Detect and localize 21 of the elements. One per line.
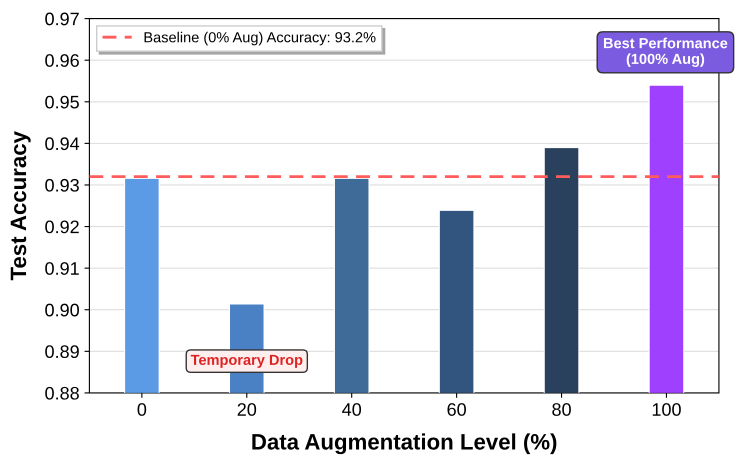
x-tick-label: 60 <box>448 403 466 416</box>
annotation: Temporary Drop <box>190 354 302 368</box>
y-tick-label: 0.96 <box>45 54 79 67</box>
x-tick-label: 20 <box>238 403 256 416</box>
x-tick-label: 80 <box>552 403 571 416</box>
annotation: Best Performance (100% Aug) <box>604 38 728 67</box>
y-tick-label: 0.95 <box>45 96 79 109</box>
x-tick-label: 100 <box>652 403 681 416</box>
y-tick-label: 0.88 <box>45 386 79 400</box>
y-axis-title: Test Accuracy <box>10 131 31 280</box>
y-tick-label: 0.97 <box>45 12 79 26</box>
y-tick-label: 0.89 <box>45 345 79 358</box>
legend-label: Baseline (0% Aug) Accuracy: 93.2% <box>144 32 376 46</box>
y-tick-label: 0.94 <box>45 137 80 150</box>
x-axis-title: Data Augmentation Level (%) <box>252 433 556 454</box>
y-tick-label: 0.91 <box>45 262 79 275</box>
y-tick-label: 0.92 <box>45 220 79 234</box>
y-tick-label: 0.90 <box>45 304 79 316</box>
x-tick-label: 0 <box>138 403 146 416</box>
y-tick-label: 0.93 <box>45 178 79 192</box>
x-tick-label: 40 <box>342 403 362 416</box>
